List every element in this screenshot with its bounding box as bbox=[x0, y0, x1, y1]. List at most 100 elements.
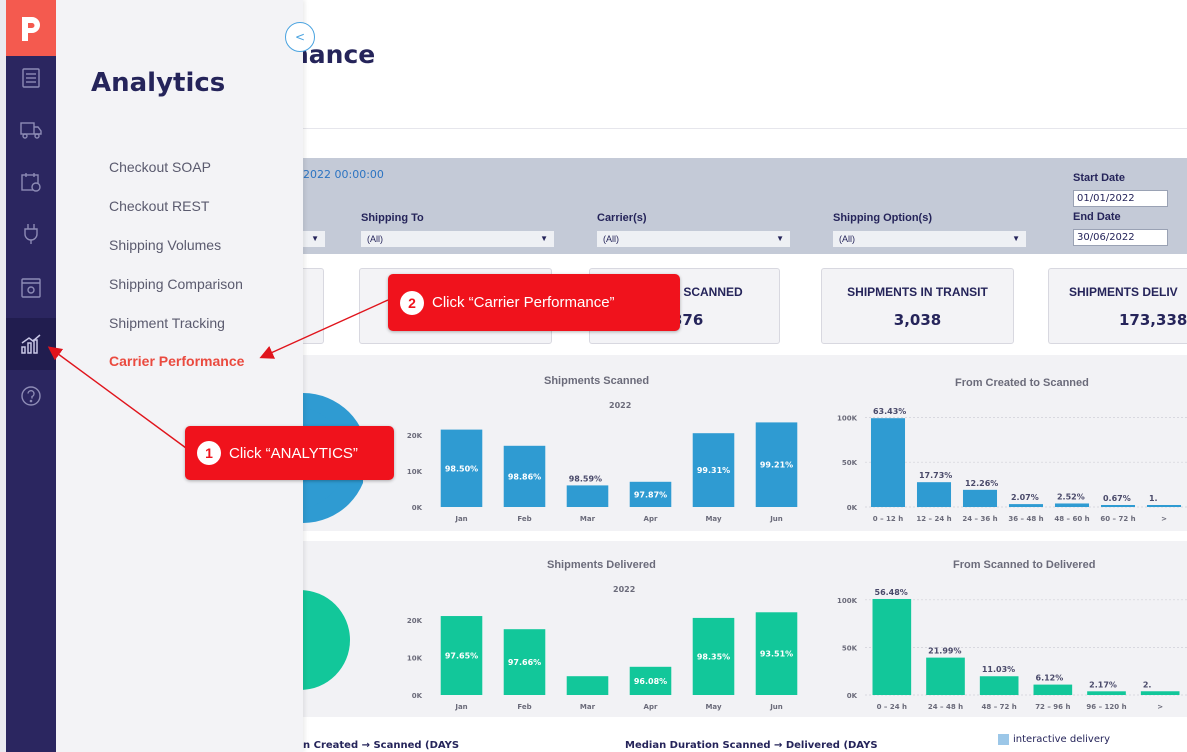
bar[interactable] bbox=[870, 418, 906, 507]
start-date-label: Start Date bbox=[1073, 172, 1125, 184]
settings-window-icon[interactable] bbox=[6, 262, 56, 314]
menu-item-shipment-tracking[interactable]: Shipment Tracking bbox=[109, 315, 225, 331]
logo-icon[interactable] bbox=[6, 0, 56, 56]
country-from-select[interactable]: ▼ bbox=[303, 231, 325, 247]
calendar-icon[interactable] bbox=[6, 156, 56, 208]
bar[interactable] bbox=[629, 481, 672, 507]
icon-rail bbox=[0, 0, 56, 752]
bar[interactable] bbox=[1140, 691, 1180, 695]
bar[interactable] bbox=[962, 489, 998, 507]
menu-item-shipping-volumes[interactable]: Shipping Volumes bbox=[109, 237, 222, 253]
end-date-input[interactable]: 30/06/2022 bbox=[1073, 229, 1168, 246]
truck-icon[interactable] bbox=[6, 104, 56, 156]
plug-icon[interactable] bbox=[6, 208, 56, 260]
bar[interactable] bbox=[872, 598, 912, 695]
x-tick-label: > bbox=[1157, 703, 1163, 711]
created-to-scanned-chart: 100K 50K 0K 63.43% 0 – 12 h 17.73% 12 – 24 h 12… bbox=[837, 407, 1187, 523]
analytics-flyout: Analytics Checkout SOAP Checkout REST Sh… bbox=[56, 0, 303, 752]
data-label: 98.59% bbox=[569, 474, 602, 483]
bar[interactable] bbox=[566, 485, 609, 507]
help-icon[interactable] bbox=[6, 370, 56, 422]
data-label: 6.12% bbox=[1036, 674, 1064, 683]
shipping-to-select[interactable]: (All) ▼ bbox=[361, 231, 554, 247]
kpi-value: 173,338 bbox=[1119, 311, 1187, 329]
y-tick-label: 0K bbox=[412, 692, 423, 700]
data-label: 2.52% bbox=[1057, 492, 1085, 501]
collapse-button[interactable]: < bbox=[285, 22, 315, 52]
bar[interactable] bbox=[755, 422, 798, 507]
y-tick-label: 0K bbox=[412, 504, 423, 512]
dashboard-icon[interactable] bbox=[6, 52, 56, 104]
bar[interactable] bbox=[979, 676, 1019, 695]
menu-item-checkout-rest[interactable]: Checkout REST bbox=[109, 198, 210, 214]
data-label: 93.51% bbox=[760, 650, 793, 659]
x-tick-label: 24 – 48 h bbox=[928, 703, 963, 711]
bar[interactable] bbox=[503, 629, 546, 695]
y-tick-label: 20K bbox=[407, 432, 423, 440]
chart-subtitle: 2022 bbox=[613, 585, 636, 594]
menu-item-shipping-comparison[interactable]: Shipping Comparison bbox=[109, 276, 243, 292]
y-tick-label: 100K bbox=[837, 414, 858, 422]
data-label: 12.26% bbox=[965, 479, 998, 488]
data-label: 97.65% bbox=[445, 652, 478, 661]
bar[interactable] bbox=[916, 482, 952, 507]
shipping-to-label: Shipping To bbox=[361, 212, 424, 224]
y-tick-label: 50K bbox=[842, 644, 858, 652]
data-label: 56.48% bbox=[875, 588, 908, 597]
x-tick-label: 72 – 96 h bbox=[1035, 703, 1070, 711]
bar[interactable] bbox=[1008, 504, 1044, 507]
bar[interactable] bbox=[503, 445, 546, 507]
kpi-title: SHIPMENTS DELIV bbox=[1069, 285, 1178, 299]
legend-label: interactive delivery bbox=[1013, 734, 1111, 745]
bar[interactable] bbox=[440, 616, 483, 695]
data-label: 98.86% bbox=[508, 472, 541, 481]
bar[interactable] bbox=[1146, 505, 1182, 507]
data-label: 97.87% bbox=[634, 490, 667, 499]
x-tick-label: Apr bbox=[644, 515, 658, 523]
flyout-title: Analytics bbox=[91, 68, 226, 98]
bar[interactable] bbox=[755, 612, 798, 695]
y-tick-label: 0K bbox=[847, 504, 858, 512]
arrow-to-carrier-performance bbox=[259, 299, 389, 359]
chart-subtitle: 2022 bbox=[609, 401, 632, 410]
divider bbox=[303, 128, 1187, 129]
bar[interactable] bbox=[692, 433, 735, 507]
bar[interactable] bbox=[440, 429, 483, 507]
x-tick-label: 36 – 48 h bbox=[1008, 515, 1043, 523]
data-label: 63.43% bbox=[873, 407, 906, 416]
timestamp: 2022 00:00:00 bbox=[303, 168, 384, 181]
y-tick-label: 100K bbox=[837, 597, 858, 605]
bar[interactable] bbox=[1033, 684, 1073, 695]
bar[interactable] bbox=[692, 617, 735, 695]
data-label: 99.31% bbox=[697, 466, 730, 475]
y-tick-label: 10K bbox=[407, 654, 423, 662]
shipping-option-select[interactable]: (All) ▼ bbox=[833, 231, 1026, 247]
menu-item-carrier-performance[interactable]: Carrier Performance bbox=[109, 353, 245, 369]
data-label: 0.67% bbox=[1103, 494, 1131, 503]
bar[interactable] bbox=[566, 676, 609, 695]
menu-item-checkout-soap[interactable]: Checkout SOAP bbox=[109, 159, 211, 175]
x-tick-label: Jun bbox=[769, 515, 783, 523]
y-tick-label: 10K bbox=[407, 468, 423, 476]
bar[interactable] bbox=[1087, 691, 1126, 695]
kpi-card-in-transit: SHIPMENTS IN TRANSIT 3,038 bbox=[821, 268, 1014, 344]
x-tick-label: 48 – 60 h bbox=[1054, 515, 1089, 523]
data-label: 98.50% bbox=[445, 464, 478, 473]
carriers-select[interactable]: (All) ▼ bbox=[597, 231, 790, 247]
bottom-chart-title-left: n Created → Scanned (DAYS bbox=[303, 740, 460, 751]
analytics-icon[interactable] bbox=[6, 318, 56, 370]
data-label: 2. bbox=[1143, 680, 1152, 689]
bar[interactable] bbox=[1054, 503, 1090, 507]
kpi-value: 3,038 bbox=[893, 311, 942, 329]
x-tick-label: Apr bbox=[644, 703, 658, 711]
bar[interactable] bbox=[926, 657, 965, 695]
start-date-input[interactable]: 01/01/2022 bbox=[1073, 190, 1168, 207]
kpi-title: S SCANNED bbox=[672, 285, 743, 299]
x-tick-label: May bbox=[705, 515, 721, 523]
kpi-card-delivered: SHIPMENTS DELIV 173,338 bbox=[1048, 268, 1187, 344]
bar[interactable] bbox=[629, 666, 672, 695]
data-label: 2.07% bbox=[1011, 493, 1039, 502]
data-label: 17.73% bbox=[919, 471, 952, 480]
bar[interactable] bbox=[1100, 505, 1136, 507]
